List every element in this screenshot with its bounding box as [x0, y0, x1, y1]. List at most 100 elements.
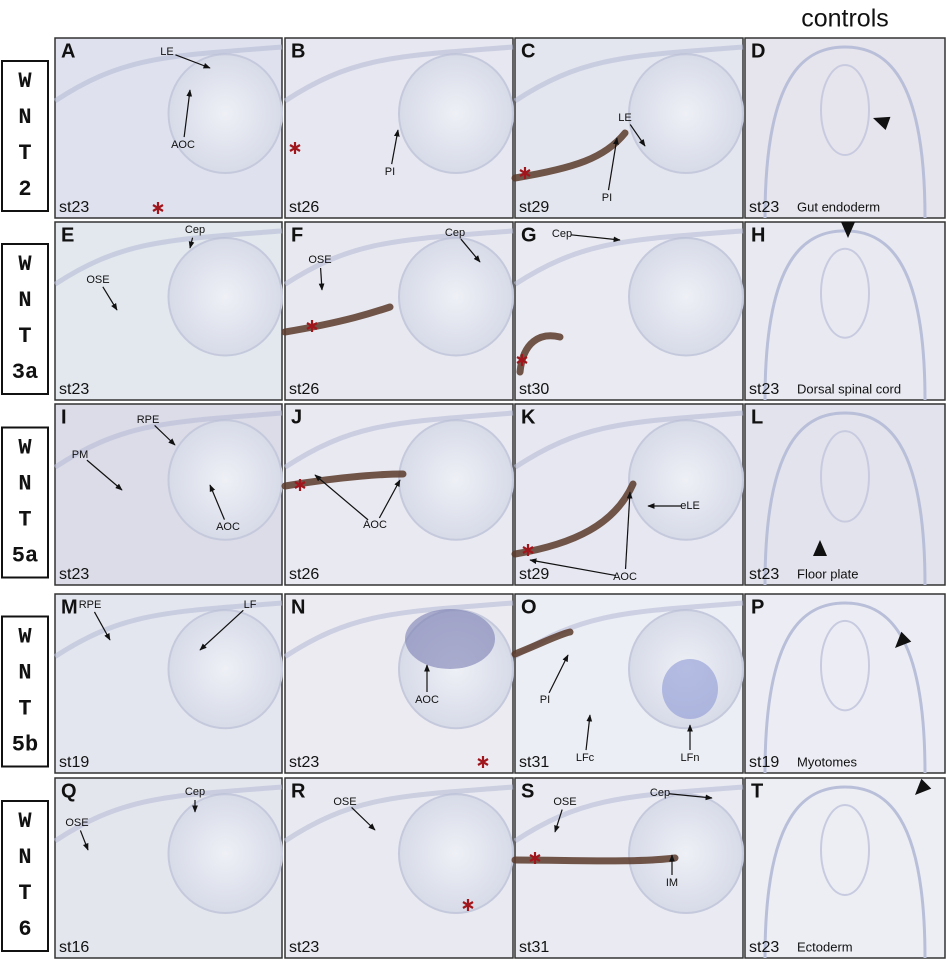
- annotation-label: Cep: [552, 228, 572, 240]
- panel-letter: G: [521, 224, 537, 246]
- panel-letter: P: [751, 596, 764, 618]
- stage-label: st23: [289, 754, 319, 771]
- panel: Ist23RPEPMAOC: [55, 404, 282, 585]
- lens: [169, 54, 283, 173]
- caption: Ectoderm: [797, 939, 853, 954]
- stage-label: st29: [519, 566, 549, 583]
- gene-label: W: [18, 809, 32, 834]
- lens: [629, 54, 743, 173]
- annotation-label: AOC: [363, 519, 387, 531]
- gene-label: T: [18, 507, 31, 532]
- panel: Myotomes Pst19: [745, 594, 945, 773]
- annotation-label: OSE: [308, 254, 331, 266]
- gene-label: 5a: [12, 543, 38, 568]
- caption: Gut endoderm: [797, 199, 880, 214]
- panel-letter: E: [61, 224, 74, 246]
- panel-letter: O: [521, 596, 537, 618]
- gene-label: 2: [18, 177, 31, 202]
- stage-label: st23: [289, 939, 319, 956]
- gene-label: W: [18, 624, 32, 649]
- figure: controls WNT2Ast23LEAOCBst26PICst29LEPIG…: [0, 0, 947, 961]
- annotation-label: AOC: [613, 571, 637, 583]
- panel-letter: F: [291, 224, 303, 246]
- stage-label: st19: [749, 754, 779, 771]
- gene-label: 3a: [12, 360, 38, 385]
- gene-label: W: [18, 435, 32, 460]
- annotation-label: OSE: [333, 796, 356, 808]
- panel: Dorsal spinal cordHst23: [745, 222, 945, 400]
- panel-letter: M: [61, 596, 78, 618]
- panel: Qst16CepOSE: [55, 778, 282, 958]
- gene-label: N: [18, 471, 31, 496]
- caption: Dorsal spinal cord: [797, 381, 901, 396]
- lens: [399, 54, 513, 173]
- gene-label: W: [18, 69, 32, 94]
- annotation-label: LE: [160, 46, 173, 58]
- gene-label: T: [18, 141, 31, 166]
- gene-label: T: [18, 881, 31, 906]
- stage-label: st26: [289, 381, 319, 398]
- annotation-label: LF: [244, 599, 257, 611]
- panel: Gst30 Cep: [515, 222, 743, 400]
- stage-label: st30: [519, 381, 549, 398]
- stage-label: st23: [749, 566, 779, 583]
- stage-label: st23: [749, 939, 779, 956]
- caption: Floor plate: [797, 566, 858, 581]
- panel: Ast23LEAOC: [55, 38, 282, 218]
- annotation-label: Cep: [445, 227, 465, 239]
- annotation-label: Cep: [185, 224, 205, 236]
- stage-label: st23: [749, 199, 779, 216]
- panel-letter: B: [291, 40, 305, 62]
- panel-letter: Q: [61, 780, 77, 802]
- annotation-label: AOC: [171, 139, 195, 151]
- gene-label: W: [18, 252, 32, 277]
- stage-label: st26: [289, 199, 319, 216]
- annotation-label: LFc: [576, 752, 595, 764]
- gene-label: 6: [18, 917, 31, 942]
- panel-letter: S: [521, 780, 534, 802]
- lens: [169, 794, 283, 913]
- gene-label: T: [18, 324, 31, 349]
- gene-label: N: [18, 845, 31, 870]
- panel: Gut endoderm Dst23: [745, 38, 945, 218]
- panel-letter: C: [521, 40, 535, 62]
- caption: Myotomes: [797, 754, 857, 769]
- annotation-label: Cep: [650, 787, 670, 799]
- annotation-label: PI: [602, 192, 612, 204]
- stage-label: st31: [519, 754, 549, 771]
- panel-letter: I: [61, 406, 67, 428]
- panel-letter: L: [751, 406, 763, 428]
- annotation-label: RPE: [137, 414, 160, 426]
- annotation-label: AOC: [415, 694, 439, 706]
- annotation-label: OSE: [86, 274, 109, 286]
- panel-letter: T: [751, 780, 763, 802]
- panel: Bst26PI: [285, 38, 513, 218]
- annotation-label: Cep: [185, 786, 205, 798]
- panel: Sst31CepOSEIM: [515, 778, 743, 958]
- lens: [169, 238, 283, 355]
- panel: Mst19RPELF: [55, 594, 282, 773]
- stain-blob: [405, 609, 495, 669]
- stage-label: st26: [289, 566, 319, 583]
- stage-label: st23: [749, 381, 779, 398]
- gene-label: N: [18, 105, 31, 130]
- stage-label: st23: [59, 199, 89, 216]
- lens: [169, 610, 283, 728]
- panel-letter: D: [751, 40, 765, 62]
- annotation-label: AOC: [216, 521, 240, 533]
- lens: [399, 420, 513, 539]
- lens: [629, 420, 743, 539]
- stage-label: st31: [519, 939, 549, 956]
- stage-label: st29: [519, 199, 549, 216]
- annotation-label: OSE: [553, 796, 576, 808]
- gene-label: T: [18, 696, 31, 721]
- annotation-label: RPE: [79, 599, 102, 611]
- panel-letter: K: [521, 406, 536, 428]
- panel: Cst29LEPI: [515, 38, 743, 218]
- annotation-label: OSE: [65, 817, 88, 829]
